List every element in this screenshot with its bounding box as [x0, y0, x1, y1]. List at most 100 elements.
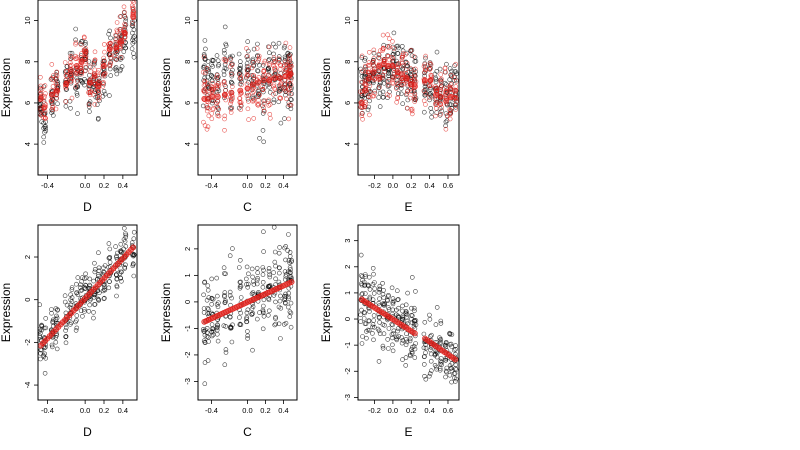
fitted-point: [433, 91, 439, 98]
data-point: [62, 293, 68, 299]
data-point: [209, 329, 214, 335]
data-point: [428, 358, 434, 364]
data-point: [411, 54, 417, 59]
data-point: [261, 105, 266, 111]
data-point: [260, 265, 266, 270]
data-point: [371, 62, 377, 67]
data-point: [222, 82, 227, 87]
data-point: [380, 301, 386, 307]
data-point: [404, 339, 410, 345]
data-point: [359, 341, 365, 346]
data-point: [380, 75, 385, 80]
data-point: [409, 305, 414, 311]
data-point: [267, 274, 273, 280]
data-point: [448, 366, 454, 371]
data-point: [443, 344, 449, 350]
data-point: [403, 67, 409, 73]
x-tick-label: -0.4: [205, 406, 218, 415]
data-point: [53, 75, 59, 81]
data-point: [229, 339, 235, 345]
x-axis-title: E: [404, 200, 412, 214]
data-point: [273, 44, 278, 50]
data-point: [54, 332, 60, 338]
data-point: [130, 23, 136, 29]
data-point: [443, 123, 448, 129]
data-point: [443, 69, 448, 75]
data-point: [265, 65, 271, 71]
data-point: [288, 310, 294, 316]
data-point: [285, 304, 291, 310]
fitted-point: [411, 330, 418, 337]
data-point: [211, 106, 216, 111]
data-point: [48, 98, 54, 104]
data-point: [403, 363, 409, 368]
data-point: [228, 324, 233, 330]
panel-c-top: -0.4 0.0 0.2 0.4 4 6 8 10 C Expression: [159, 0, 298, 214]
data-point: [358, 312, 363, 318]
data-point: [244, 46, 249, 51]
data-point: [131, 229, 137, 235]
data-point: [236, 51, 242, 57]
data-point: [244, 264, 250, 270]
data-point: [453, 379, 458, 384]
data-point: [68, 297, 73, 303]
data-point: [245, 336, 250, 341]
data-point: [277, 88, 283, 93]
data-point: [101, 81, 106, 87]
fitted-point: [214, 93, 221, 100]
data-point: [83, 271, 88, 277]
data-point: [238, 77, 244, 82]
data-point: [221, 323, 227, 329]
data-point: [129, 46, 135, 52]
data-point: [277, 62, 283, 68]
data-point: [370, 331, 375, 336]
data-point: [54, 346, 60, 352]
data-point: [107, 66, 113, 72]
data-point: [108, 55, 114, 60]
data-point: [260, 111, 266, 116]
plot-frame: [357, 0, 460, 176]
data-point: [452, 69, 458, 74]
y-tick-label: 4: [183, 142, 192, 146]
data-point: [114, 71, 120, 77]
data-point: [209, 310, 214, 316]
data-point: [250, 94, 255, 99]
x-tick-label: 0.0: [242, 181, 252, 190]
data-point: [367, 112, 372, 118]
data-point: [283, 291, 288, 297]
data-point: [271, 81, 277, 87]
data-point: [363, 69, 369, 75]
data-point: [394, 43, 400, 49]
x-tick-label: 0.4: [278, 406, 288, 415]
data-point: [358, 252, 364, 258]
data-point: [364, 329, 369, 334]
data-point: [439, 76, 444, 82]
data-point: [118, 275, 123, 281]
data-point: [261, 98, 266, 104]
data-point: [385, 53, 390, 58]
x-tick-label: 0.6: [443, 181, 453, 190]
data-point: [271, 60, 277, 65]
data-point: [282, 269, 288, 274]
data-point: [69, 285, 75, 290]
data-point: [362, 63, 368, 69]
fitted-point: [41, 104, 48, 110]
data-point: [360, 334, 365, 339]
data-point: [403, 51, 409, 57]
data-point: [222, 116, 227, 122]
data-point: [447, 107, 453, 112]
data-point: [362, 58, 368, 63]
data-point: [453, 61, 459, 67]
fitted-point: [403, 75, 410, 82]
data-point: [83, 56, 89, 62]
data-point: [255, 102, 260, 107]
data-point: [437, 89, 443, 94]
data-point: [366, 318, 372, 324]
data-point: [437, 367, 443, 373]
data-point: [230, 96, 235, 101]
data-point: [114, 255, 119, 260]
data-point: [272, 322, 278, 328]
data-point: [43, 91, 48, 96]
data-point: [278, 120, 284, 126]
data-point: [366, 274, 372, 280]
